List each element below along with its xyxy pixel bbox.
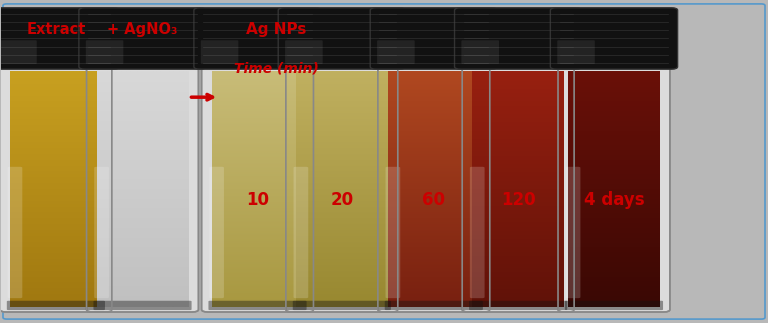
FancyBboxPatch shape (293, 167, 308, 298)
FancyBboxPatch shape (566, 167, 581, 298)
FancyBboxPatch shape (565, 301, 663, 310)
FancyBboxPatch shape (462, 40, 499, 64)
FancyBboxPatch shape (194, 8, 321, 69)
FancyBboxPatch shape (94, 301, 191, 310)
FancyBboxPatch shape (551, 8, 677, 69)
FancyBboxPatch shape (200, 40, 238, 64)
FancyBboxPatch shape (278, 8, 406, 69)
FancyBboxPatch shape (94, 167, 109, 298)
FancyBboxPatch shape (377, 40, 415, 64)
Text: Ag NPs: Ag NPs (247, 22, 307, 37)
FancyBboxPatch shape (378, 62, 490, 312)
Text: Time (min): Time (min) (234, 61, 319, 75)
FancyBboxPatch shape (79, 8, 206, 69)
FancyBboxPatch shape (386, 167, 400, 298)
FancyBboxPatch shape (558, 40, 595, 64)
Text: 20: 20 (330, 191, 353, 209)
Text: 60: 60 (422, 191, 445, 209)
FancyBboxPatch shape (208, 301, 306, 310)
FancyBboxPatch shape (470, 167, 485, 298)
FancyBboxPatch shape (209, 167, 224, 298)
FancyBboxPatch shape (86, 40, 124, 64)
FancyBboxPatch shape (201, 62, 313, 312)
FancyBboxPatch shape (462, 62, 574, 312)
FancyBboxPatch shape (0, 8, 120, 69)
FancyBboxPatch shape (0, 40, 37, 64)
FancyBboxPatch shape (7, 301, 105, 310)
FancyBboxPatch shape (0, 62, 112, 312)
FancyBboxPatch shape (87, 62, 198, 312)
FancyBboxPatch shape (293, 301, 391, 310)
FancyBboxPatch shape (385, 301, 483, 310)
Text: + AgNO₃: + AgNO₃ (108, 22, 177, 37)
Text: 4 days: 4 days (584, 191, 644, 209)
FancyBboxPatch shape (455, 8, 582, 69)
Text: Extract: Extract (26, 22, 85, 37)
FancyBboxPatch shape (469, 301, 568, 310)
FancyBboxPatch shape (558, 62, 670, 312)
Text: 120: 120 (501, 191, 535, 209)
FancyBboxPatch shape (8, 167, 22, 298)
Text: 10: 10 (246, 191, 269, 209)
FancyBboxPatch shape (285, 40, 323, 64)
FancyBboxPatch shape (370, 8, 498, 69)
FancyBboxPatch shape (286, 62, 398, 312)
